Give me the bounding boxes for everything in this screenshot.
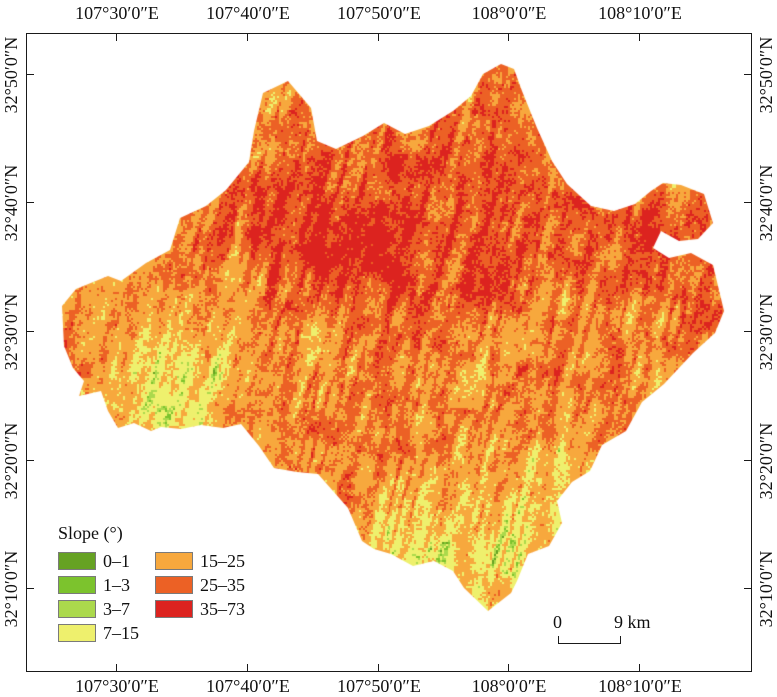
axis-tick (638, 664, 641, 671)
lon-label-top-2: 107°50′0″E (337, 3, 421, 23)
axis-tick (115, 34, 118, 41)
lat-label-left-4: 32°10′0″N (1, 550, 21, 628)
lat-label-right-2: 32°30′0″N (756, 293, 776, 371)
lat-label-left-0: 32°50′0″N (1, 36, 21, 114)
axis-tick (27, 330, 34, 333)
axis-tick (744, 587, 751, 590)
lon-label-top-1: 107°40′0″E (206, 3, 290, 23)
lat-label-left-3: 32°20′0″N (1, 422, 21, 500)
axis-tick (377, 664, 380, 671)
axis-tick (638, 34, 641, 41)
axis-tick (507, 34, 510, 41)
lat-label-right-0: 32°50′0″N (756, 36, 776, 114)
axis-tick (507, 664, 510, 671)
axis-tick (27, 459, 34, 462)
slope-raster-canvas (27, 34, 750, 670)
axis-tick (744, 73, 751, 76)
lat-label-right-3: 32°20′0″N (756, 422, 776, 500)
lon-label-top-0: 107°30′0″E (75, 3, 159, 23)
lat-label-right-4: 32°10′0″N (756, 550, 776, 628)
lat-label-left-2: 32°30′0″N (1, 293, 21, 371)
axis-tick (246, 664, 249, 671)
lon-label-bottom-0: 107°30′0″E (75, 676, 159, 696)
lon-label-bottom-4: 108°10′0″E (598, 676, 682, 696)
axis-tick (377, 34, 380, 41)
axis-tick (246, 34, 249, 41)
axis-tick (744, 201, 751, 204)
lat-label-right-1: 32°40′0″N (756, 164, 776, 242)
axis-tick (27, 587, 34, 590)
axis-tick (744, 330, 751, 333)
axis-tick (27, 201, 34, 204)
axis-tick (27, 73, 34, 76)
lon-label-bottom-1: 107°40′0″E (206, 676, 290, 696)
lon-label-top-4: 108°10′0″E (598, 3, 682, 23)
axis-tick (115, 664, 118, 671)
lon-label-top-3: 108°0′0″E (471, 3, 547, 23)
lon-label-bottom-3: 108°0′0″E (471, 676, 547, 696)
lat-label-left-1: 32°40′0″N (1, 164, 21, 242)
axis-tick (744, 459, 751, 462)
lon-label-bottom-2: 107°50′0″E (337, 676, 421, 696)
map-frame (26, 33, 752, 672)
